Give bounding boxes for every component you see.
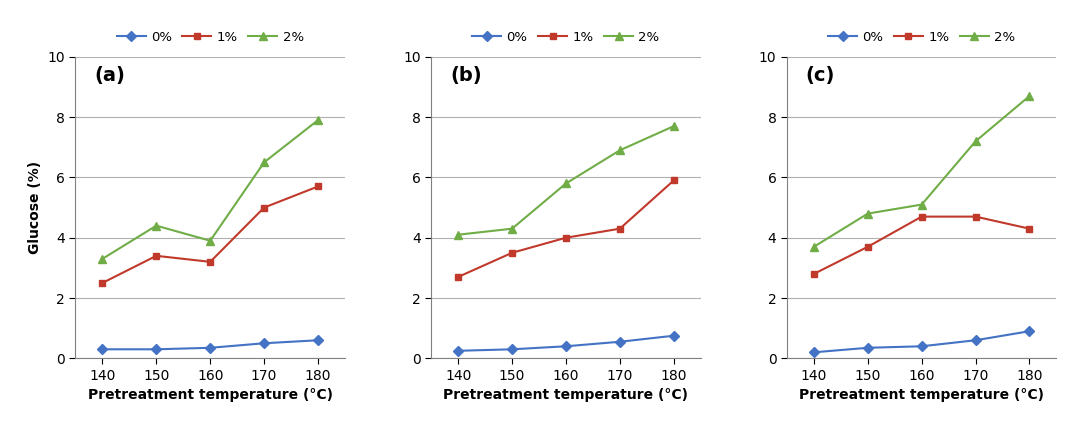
X-axis label: Pretreatment temperature (°C): Pretreatment temperature (°C) xyxy=(443,388,689,402)
2% xyxy=(506,226,519,231)
1% xyxy=(204,259,217,264)
1% xyxy=(969,214,982,219)
2% xyxy=(150,223,163,228)
0% xyxy=(150,347,163,352)
1% xyxy=(807,271,820,277)
1% xyxy=(1023,226,1036,231)
1% xyxy=(559,235,572,240)
0% xyxy=(969,338,982,343)
1% xyxy=(613,226,626,231)
Y-axis label: Glucose (%): Glucose (%) xyxy=(28,161,42,254)
0% xyxy=(915,343,928,349)
1% xyxy=(915,214,928,219)
1% xyxy=(667,178,680,183)
2% xyxy=(807,244,820,250)
Line: 2%: 2% xyxy=(454,122,678,239)
0% xyxy=(667,333,680,338)
0% xyxy=(861,345,874,350)
Text: (c): (c) xyxy=(805,66,835,85)
2% xyxy=(667,124,680,129)
2% xyxy=(969,139,982,144)
0% xyxy=(506,347,519,352)
0% xyxy=(258,341,271,346)
2% xyxy=(613,148,626,153)
Line: 2%: 2% xyxy=(810,92,1034,251)
2% xyxy=(1023,94,1036,99)
1% xyxy=(312,184,324,189)
X-axis label: Pretreatment temperature (°C): Pretreatment temperature (°C) xyxy=(87,388,333,402)
0% xyxy=(807,350,820,355)
1% xyxy=(506,250,519,255)
1% xyxy=(258,205,271,210)
Legend: 0%, 1%, 2%: 0%, 1%, 2% xyxy=(828,31,1015,44)
0% xyxy=(559,343,572,349)
2% xyxy=(204,238,217,243)
Legend: 0%, 1%, 2%: 0%, 1%, 2% xyxy=(116,31,304,44)
2% xyxy=(861,211,874,216)
X-axis label: Pretreatment temperature (°C): Pretreatment temperature (°C) xyxy=(799,388,1045,402)
0% xyxy=(452,348,465,354)
2% xyxy=(559,181,572,186)
1% xyxy=(861,244,874,250)
Line: 2%: 2% xyxy=(98,116,322,263)
Text: (b): (b) xyxy=(451,66,482,85)
2% xyxy=(96,256,109,261)
0% xyxy=(204,345,217,350)
0% xyxy=(1023,329,1036,334)
0% xyxy=(312,338,324,343)
Line: 0%: 0% xyxy=(99,337,321,353)
Line: 1%: 1% xyxy=(99,183,321,286)
Line: 1%: 1% xyxy=(455,177,677,281)
Line: 0%: 0% xyxy=(811,328,1033,356)
2% xyxy=(258,160,271,165)
1% xyxy=(452,274,465,280)
1% xyxy=(150,253,163,258)
1% xyxy=(96,281,109,286)
2% xyxy=(452,232,465,237)
2% xyxy=(312,118,324,123)
2% xyxy=(915,202,928,207)
Line: 1%: 1% xyxy=(811,213,1033,277)
Line: 0%: 0% xyxy=(455,332,677,354)
Text: (a): (a) xyxy=(95,66,125,85)
Legend: 0%, 1%, 2%: 0%, 1%, 2% xyxy=(472,31,660,44)
0% xyxy=(96,347,109,352)
0% xyxy=(613,339,626,344)
